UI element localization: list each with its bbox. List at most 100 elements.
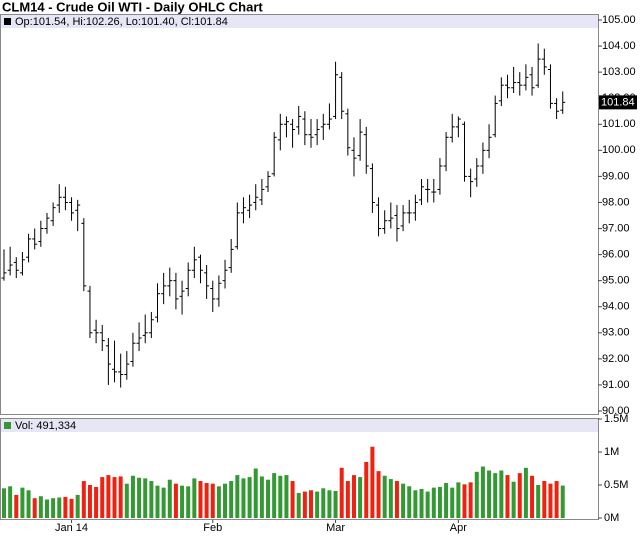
volume-bar <box>401 483 406 518</box>
y2-tick-label: 0.5M <box>604 479 628 491</box>
volume-bar <box>560 485 565 518</box>
volume-bar <box>364 461 369 518</box>
volume-bar <box>167 479 172 518</box>
y2-tick-label: 0M <box>604 512 619 524</box>
price-info: Op:101.54, Hi:102.26, Lo:101.40, Cl:101.… <box>15 16 228 28</box>
y-tick-label: 101.00 <box>602 118 636 130</box>
volume-bar <box>284 475 289 518</box>
volume-bar <box>444 483 449 518</box>
chart-title: CLM14 - Crude Oil WTI - Daily OHLC Chart <box>2 0 263 14</box>
volume-bar <box>118 476 123 518</box>
volume-bar <box>419 488 424 518</box>
volume-bar <box>480 466 485 518</box>
volume-bar <box>130 475 135 518</box>
volume-bar <box>351 475 356 518</box>
volume-bar <box>38 496 43 518</box>
y-tick-label: 99.00 <box>602 170 630 182</box>
y-tick-label: 94.00 <box>602 301 630 313</box>
x-tick-label: Mar <box>326 522 345 534</box>
volume-bar <box>505 475 510 518</box>
volume-bar <box>223 483 228 518</box>
volume-bar <box>382 475 387 518</box>
y-tick-label: 104.00 <box>602 40 636 52</box>
volume-bar <box>155 485 160 518</box>
volume-bar <box>173 483 178 518</box>
volume-bar <box>290 481 295 518</box>
volume-bar <box>259 476 264 518</box>
volume-bar <box>186 486 191 518</box>
volume-bar <box>247 477 252 518</box>
volume-bar <box>192 478 197 518</box>
volume-bar <box>241 478 246 518</box>
volume-bar <box>2 488 6 518</box>
volume-bar <box>69 498 74 518</box>
y-tick-label: 97.00 <box>602 222 630 234</box>
volume-bar <box>450 487 455 518</box>
volume-bar <box>143 478 148 518</box>
price-header <box>1 15 598 28</box>
y-tick-label: 96.00 <box>602 249 630 261</box>
y-tick-label: 92.00 <box>602 353 630 365</box>
volume-bar <box>253 468 258 518</box>
volume-bar <box>345 481 350 518</box>
volume-bar <box>161 487 166 518</box>
volume-info: Vol: 491,334 <box>15 420 76 432</box>
volume-bar <box>81 481 86 518</box>
volume-bar <box>149 481 154 518</box>
volume-bar <box>315 491 320 518</box>
volume-header <box>1 419 598 432</box>
volume-bar <box>124 483 129 518</box>
volume-bar <box>216 486 221 518</box>
volume-bar <box>278 475 283 518</box>
volume-bar <box>112 477 117 518</box>
volume-bar <box>87 485 92 518</box>
volume-bar <box>327 490 332 518</box>
volume-bar <box>376 471 381 518</box>
volume-bar <box>437 486 442 518</box>
y2-tick-label: 1M <box>604 446 619 458</box>
volume-bar <box>468 482 473 518</box>
y-tick-label: 105.00 <box>602 14 636 26</box>
volume-bar <box>266 479 271 518</box>
volume-bar <box>462 484 467 518</box>
volume-bar <box>499 470 504 518</box>
volume-bar <box>425 491 430 518</box>
volume-bar <box>554 481 559 518</box>
y-tick-label: 93.00 <box>602 327 630 339</box>
volume-bar <box>487 470 492 518</box>
volume-bar <box>94 486 99 518</box>
volume-bar <box>388 479 393 518</box>
volume-bar <box>536 485 541 518</box>
volume-bar <box>210 483 215 518</box>
last-price-label: 101.84 <box>601 96 635 108</box>
volume-bar <box>413 490 418 518</box>
x-tick-label: Feb <box>203 522 222 534</box>
y-tick-label: 91.00 <box>602 379 630 391</box>
volume-bar <box>431 487 436 518</box>
volume-bar <box>456 482 461 518</box>
volume-bar <box>20 487 25 518</box>
price-legend-swatch <box>4 18 11 25</box>
volume-bar <box>26 490 31 518</box>
volume-bar <box>333 490 338 518</box>
volume-bar <box>204 483 209 518</box>
volume-bar <box>272 473 277 518</box>
volume-bar <box>530 475 535 518</box>
volume-bar <box>321 488 326 518</box>
y-tick-label: 103.00 <box>602 66 636 78</box>
volume-bar <box>235 475 240 518</box>
volume-bar <box>511 481 516 518</box>
volume-bar <box>198 481 203 518</box>
volume-bar <box>137 477 142 518</box>
y2-tick-label: 1.5M <box>604 413 628 425</box>
x-tick-label: Apr <box>450 522 467 534</box>
volume-bar <box>180 485 185 518</box>
y-tick-label: 100.00 <box>602 144 636 156</box>
volume-bar <box>474 471 479 518</box>
y-tick-label: 95.00 <box>602 275 630 287</box>
y-tick-label: 90.00 <box>602 405 630 417</box>
volume-bar <box>44 499 49 518</box>
volume-bar <box>14 494 19 518</box>
x-tick-label: Jan 14 <box>55 522 88 534</box>
